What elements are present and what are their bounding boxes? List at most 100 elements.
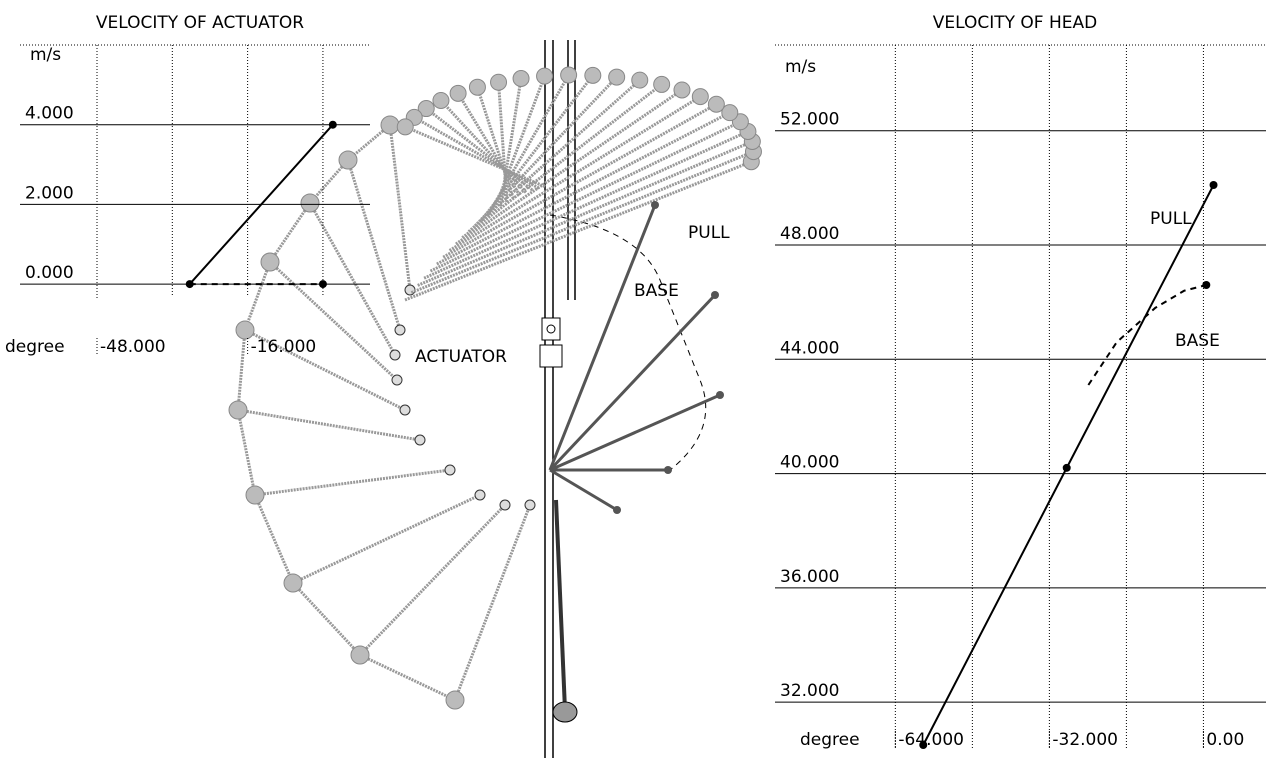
link <box>237 408 421 442</box>
link <box>498 78 523 207</box>
link <box>253 494 295 584</box>
joint <box>524 499 536 511</box>
link <box>429 120 742 273</box>
link <box>388 124 412 291</box>
y-tick-label: 52.000 <box>780 110 839 130</box>
series-line <box>188 124 334 285</box>
joint <box>449 84 467 102</box>
joint <box>235 320 255 340</box>
joint <box>417 100 435 118</box>
joint <box>468 78 486 96</box>
joint <box>432 91 450 109</box>
data-point <box>318 280 327 289</box>
joint <box>394 324 406 336</box>
link <box>404 125 546 189</box>
link <box>413 116 540 190</box>
chart-title: VELOCITY OF HEAD <box>933 13 1097 33</box>
link <box>268 260 399 382</box>
y-axis-label: m/s <box>30 45 61 65</box>
link <box>358 503 507 657</box>
joint <box>391 374 403 386</box>
joint <box>445 690 465 710</box>
y-tick-label: 0.000 <box>25 263 74 283</box>
x-axis-label: degree <box>5 337 65 357</box>
joint <box>653 75 671 93</box>
joint <box>389 349 401 361</box>
arrow <box>549 468 618 512</box>
link <box>417 140 753 287</box>
link <box>475 86 515 199</box>
y-tick-label: 4.000 <box>25 104 74 124</box>
link <box>243 261 272 331</box>
arrow <box>548 293 717 472</box>
link <box>497 82 509 203</box>
annotation: BASE <box>1175 331 1220 351</box>
joint <box>396 118 414 136</box>
joint <box>721 104 739 122</box>
joint <box>707 95 725 113</box>
joint <box>338 150 358 170</box>
y-tick-label: 32.000 <box>780 681 839 701</box>
arrow <box>549 393 721 472</box>
arrow-head <box>613 506 621 514</box>
joint <box>444 464 456 476</box>
link <box>346 159 402 331</box>
link <box>442 102 718 259</box>
link <box>308 202 397 356</box>
joint <box>228 400 248 420</box>
link <box>268 202 312 263</box>
joint <box>631 71 649 89</box>
link <box>236 409 257 496</box>
joint <box>673 81 691 99</box>
joint <box>584 66 602 84</box>
arrow-head <box>651 201 659 209</box>
x-tick-label: 0.00 <box>1206 730 1244 750</box>
joint <box>283 573 303 593</box>
y-axis-label: m/s <box>785 57 816 77</box>
arrow <box>548 204 657 471</box>
link <box>456 92 521 197</box>
arrow-head <box>711 291 719 299</box>
joint <box>380 115 400 135</box>
x-tick-label: -48.000 <box>100 337 166 357</box>
link <box>448 95 702 252</box>
joint <box>691 88 709 106</box>
pull-label: PULL <box>688 223 730 243</box>
joint <box>512 70 530 88</box>
x-tick-label: -64.000 <box>898 730 964 750</box>
base-label: BASE <box>634 281 679 301</box>
link <box>292 493 481 585</box>
data-point <box>328 120 337 129</box>
link <box>455 88 683 246</box>
link <box>453 504 532 701</box>
joint <box>536 67 554 85</box>
y-tick-label: 36.000 <box>780 567 839 587</box>
data-point <box>1202 281 1211 289</box>
annotation: PULL <box>1150 209 1192 229</box>
y-tick-label: 48.000 <box>780 224 839 244</box>
mechanism-diagram: ACTUATOR BASE PULL <box>228 40 762 758</box>
x-axis-label: degree <box>800 730 860 750</box>
joint <box>414 434 426 446</box>
joint <box>300 193 320 213</box>
joint <box>499 499 511 511</box>
y-tick-label: 2.000 <box>25 183 74 203</box>
arrow-head <box>716 391 724 399</box>
y-tick-label: 40.000 <box>780 453 839 473</box>
arrow-head <box>664 466 672 474</box>
series-line <box>1087 284 1207 386</box>
joint <box>474 489 486 501</box>
link <box>254 468 451 497</box>
joint <box>404 284 416 296</box>
link <box>410 150 755 295</box>
joint <box>260 252 280 272</box>
joint <box>245 485 265 505</box>
x-tick-label: -32.000 <box>1052 730 1118 750</box>
link <box>359 653 456 702</box>
link <box>425 107 534 192</box>
joint <box>490 73 508 91</box>
link <box>467 78 641 233</box>
link <box>236 329 247 411</box>
link <box>308 159 350 204</box>
